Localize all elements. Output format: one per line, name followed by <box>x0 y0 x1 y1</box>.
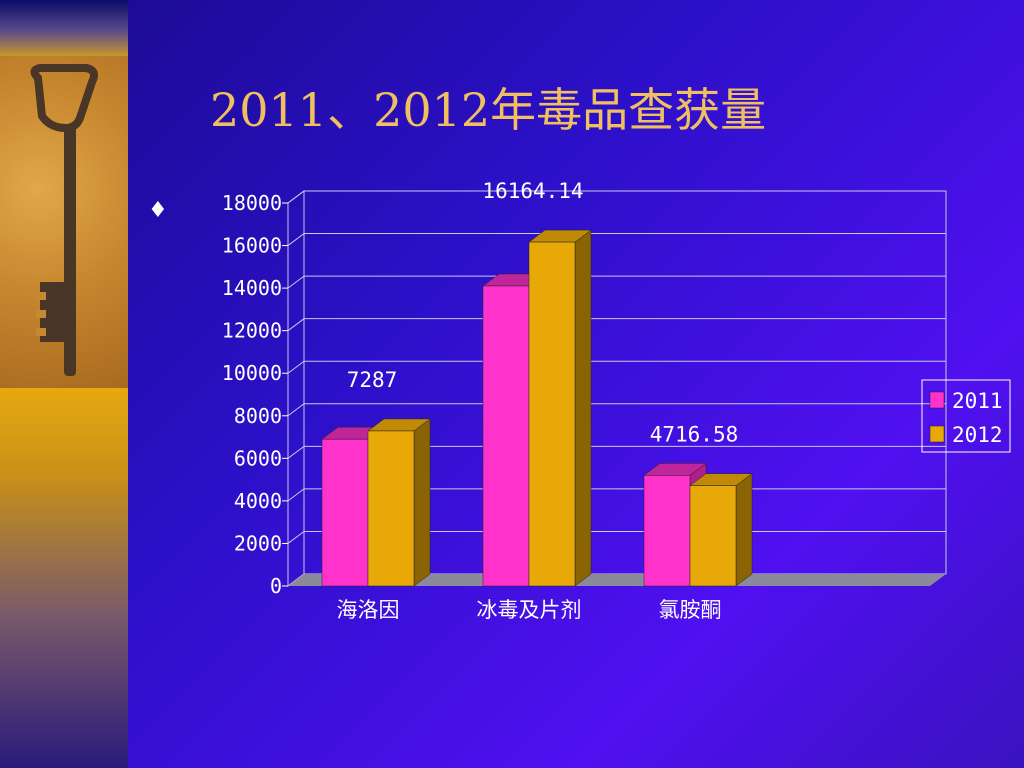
bar-2012 <box>689 485 737 587</box>
y-tick-label: 2000 <box>234 531 282 555</box>
legend-box <box>921 379 1011 453</box>
y-tick-label: 10000 <box>222 361 282 385</box>
bars <box>321 229 753 587</box>
data-label: 16164.14 <box>482 179 583 203</box>
key-icon <box>30 64 98 376</box>
bar-2011 <box>643 475 691 587</box>
bar-side <box>574 229 592 587</box>
legend: 2011 2012 <box>921 379 1011 453</box>
bar-2012 <box>367 430 415 587</box>
chart-floor <box>288 574 946 586</box>
gridline <box>287 318 946 332</box>
bar-side <box>735 473 753 587</box>
chart-floor-plane <box>288 574 946 586</box>
y-tick-label: 4000 <box>234 489 282 513</box>
bar-2011 <box>482 285 530 587</box>
y-tick-label: 16000 <box>222 234 282 258</box>
y-tick-label: 8000 <box>234 404 282 428</box>
gridline <box>287 233 946 246</box>
y-tick-label: 6000 <box>234 446 282 470</box>
data-labels: 7287 16164.14 4716.58 <box>347 179 739 447</box>
y-axis: 0 2000 4000 6000 8000 10000 12000 14000 16000 180… <box>222 191 288 598</box>
data-label: 7287 <box>347 368 398 392</box>
gridline <box>287 403 946 417</box>
y-tick-label: 14000 <box>222 276 282 300</box>
gridline <box>287 445 946 459</box>
y-tick-label: 12000 <box>222 319 282 343</box>
legend-label: 2012 <box>952 423 1003 447</box>
legend-label: 2011 <box>952 389 1003 413</box>
gridline <box>287 275 946 289</box>
x-category-label: 冰毒及片剂 <box>477 598 582 622</box>
x-category-label: 海洛因 <box>337 598 400 622</box>
y-tick-label: 18000 <box>222 191 282 215</box>
legend-swatch-2012 <box>929 425 945 443</box>
y-tick-label: 0 <box>270 574 282 598</box>
key-image <box>0 56 128 388</box>
bar-2012 <box>528 241 576 587</box>
gridline <box>287 360 946 374</box>
bar-2011 <box>321 438 369 587</box>
x-axis: 海洛因 冰毒及片剂 氯胺酮 <box>337 598 722 622</box>
legend-swatch-2011 <box>929 391 945 409</box>
slide-title: 2011、2012年毒品查获量 <box>210 83 767 137</box>
chart-side-wall <box>287 190 305 587</box>
x-category-label: 氯胺酮 <box>659 598 722 622</box>
data-label: 4716.58 <box>650 423 739 447</box>
bar-side <box>413 418 431 587</box>
bullet-diamond-icon: ♦ <box>148 198 168 223</box>
gridline <box>287 190 946 204</box>
